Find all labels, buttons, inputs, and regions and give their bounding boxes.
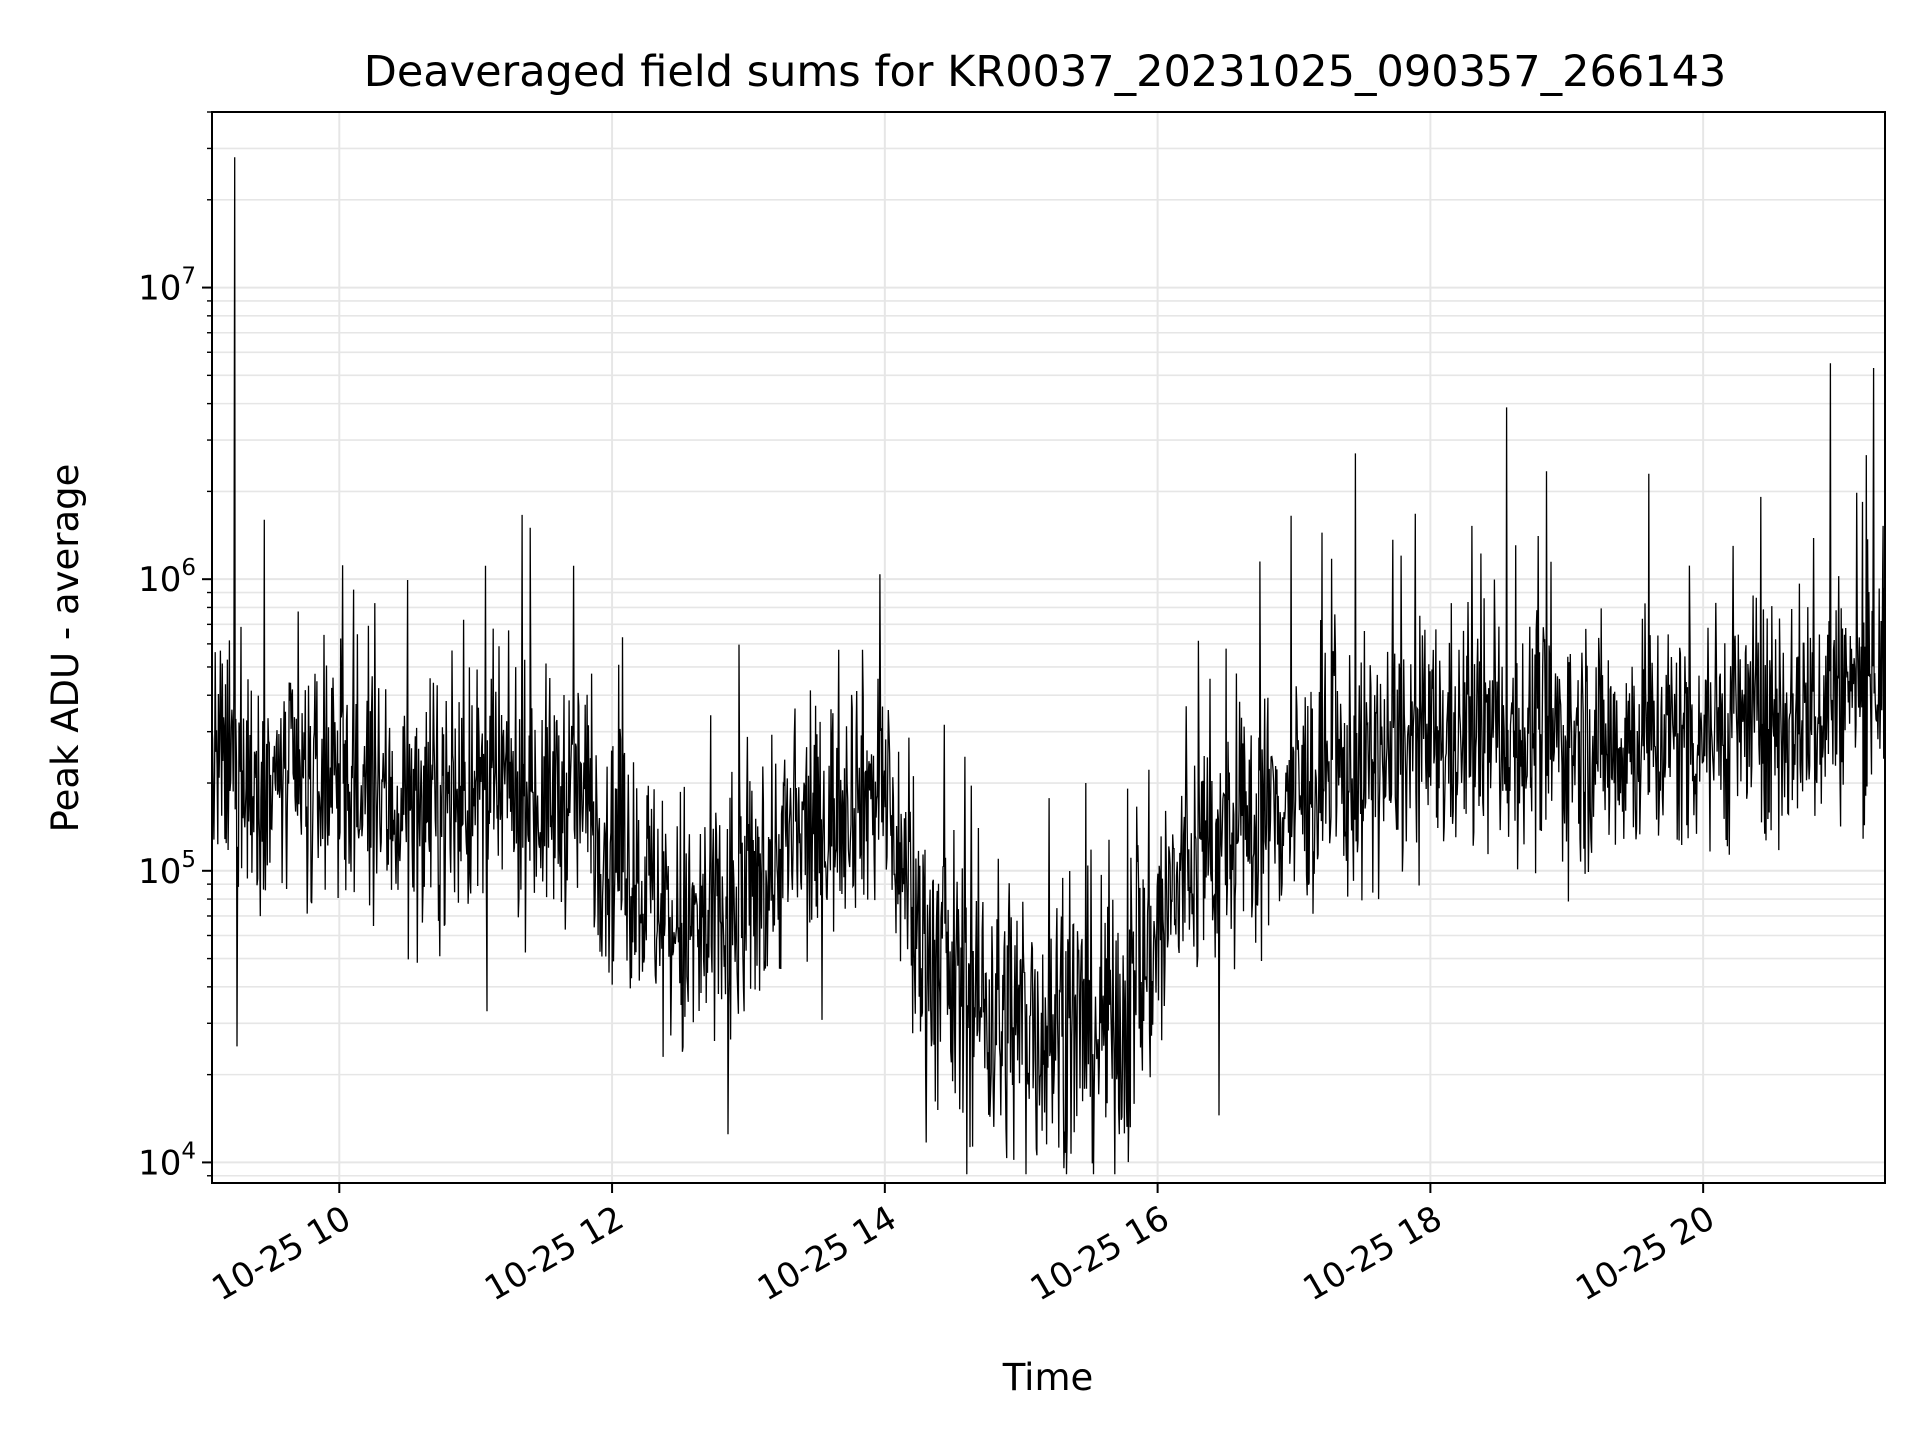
y-tick-exponent: 4: [181, 1138, 196, 1164]
y-tick-exponent: 6: [181, 555, 196, 581]
y-tick-label: 105: [138, 847, 196, 892]
plot-frame: [211, 111, 1886, 1184]
x-axis-label: Time: [1002, 1356, 1094, 1399]
plot-area: [211, 157, 1886, 1175]
y-tick-base: 10: [138, 560, 181, 600]
y-tick-label: 104: [138, 1138, 196, 1183]
chart-title: Deaveraged field sums for KR0037_2023102…: [364, 47, 1727, 97]
y-tick-label: 107: [138, 264, 196, 309]
y-tick-exponent: 5: [181, 847, 196, 873]
series-line: [211, 157, 1886, 1175]
y-tick-exponent: 7: [181, 264, 196, 290]
y-tick-base: 10: [138, 1143, 181, 1183]
y-tick-base: 10: [138, 852, 181, 892]
y-axis-label: Peak ADU - average: [44, 464, 87, 833]
y-tick-label: 106: [138, 555, 196, 600]
y-tick-base: 10: [138, 269, 181, 309]
